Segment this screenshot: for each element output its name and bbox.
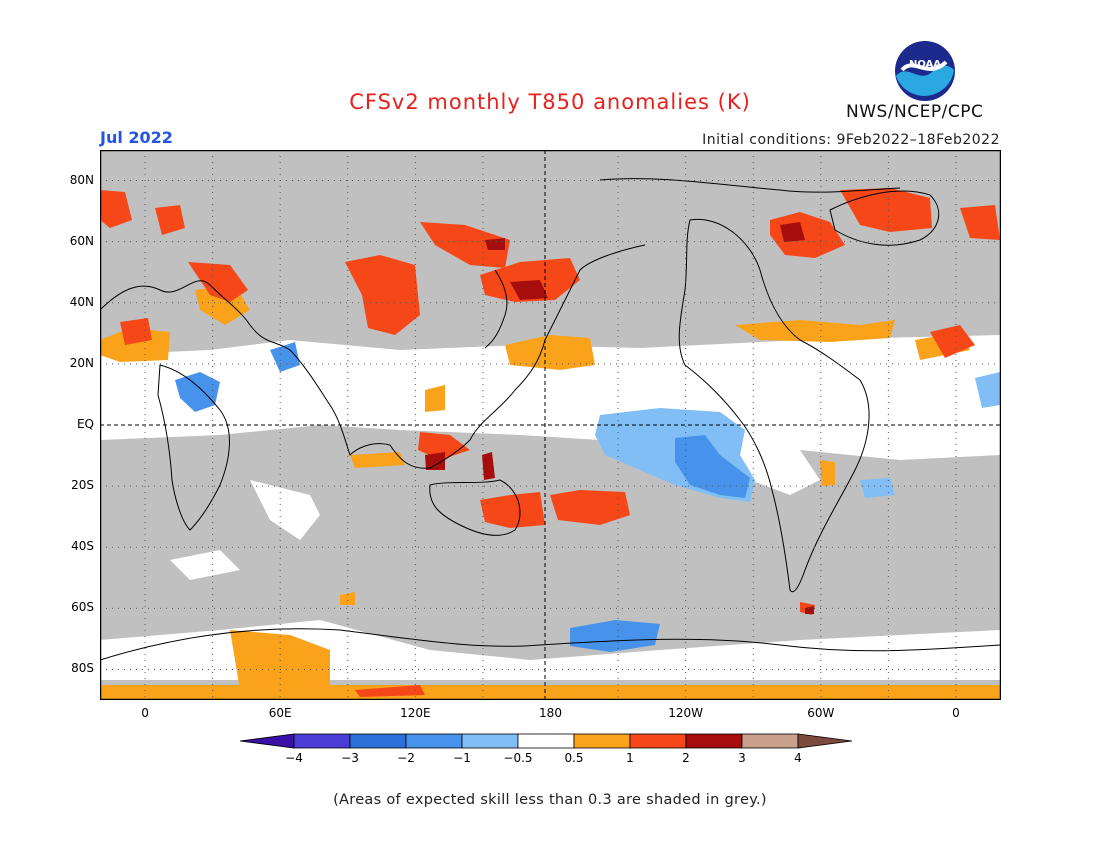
colorbar-tick-label: 0.5 xyxy=(564,751,583,765)
latitude-label: 40N xyxy=(69,294,94,309)
logo-text: NOAA xyxy=(909,59,941,70)
colorbar-tick-label: 1 xyxy=(626,751,634,765)
longitude-label: 120E xyxy=(400,706,431,720)
latitude-label: 80S xyxy=(71,661,94,676)
colorbar-swatch xyxy=(685,733,743,749)
colorbar-swatch xyxy=(405,733,463,749)
colorbar: −4 −3 −2 −1 −0.5 0.5 1 2 3 4 xyxy=(239,733,853,765)
anomaly-map xyxy=(100,150,1001,700)
latitude-label: 20S xyxy=(71,478,94,493)
colorbar-swatch xyxy=(461,733,519,749)
colorbar-arrow-low xyxy=(239,733,295,749)
positive-anomaly-regions xyxy=(100,188,1000,697)
colorbar-swatch xyxy=(741,733,799,749)
skill-footnote: (Areas of expected skill less than 0.3 a… xyxy=(333,792,767,808)
latitude-label: 40S xyxy=(71,539,94,554)
longitude-label: 180 xyxy=(539,706,562,720)
colorbar-tick-label: −0.5 xyxy=(503,751,532,765)
negative-anomaly-regions xyxy=(175,342,1000,652)
colorbar-swatch xyxy=(629,733,687,749)
colorbar-arrow-high xyxy=(797,733,853,749)
latitude-label: 20N xyxy=(69,355,94,370)
longitude-label: 0 xyxy=(141,706,149,720)
colorbar-tick-label: −2 xyxy=(397,751,415,765)
colorbar-swatch xyxy=(573,733,631,749)
forecast-month: Jul 2022 xyxy=(100,128,173,147)
initial-conditions: Initial conditions: 9Feb2022–18Feb2022 xyxy=(702,132,1000,148)
page-title: CFSv2 monthly T850 anomalies (K) xyxy=(349,90,751,114)
graticule xyxy=(100,150,1001,700)
colorbar-tick-label: −4 xyxy=(285,751,303,765)
colorbar-swatch xyxy=(293,733,351,749)
colorbar-swatch xyxy=(517,733,575,749)
colorbar-tick-label: −3 xyxy=(341,751,359,765)
longitude-label: 120W xyxy=(668,706,704,720)
latitude-label: EQ xyxy=(76,417,94,431)
latitude-label: 60S xyxy=(71,600,94,615)
strong-positive-anomaly-regions xyxy=(425,222,814,614)
map-frame xyxy=(100,150,1001,700)
colorbar-tick-label: 2 xyxy=(682,751,690,765)
colorbar-tick-label: −1 xyxy=(453,751,471,765)
colorbar-tick-label: 3 xyxy=(738,751,746,765)
longitude-label: 60E xyxy=(268,706,292,720)
noaa-logo-icon: NOAA xyxy=(895,41,955,101)
longitude-label: 60W xyxy=(807,706,835,720)
latitude-label: 60N xyxy=(69,233,94,248)
latitude-label: 80N xyxy=(69,172,94,187)
longitude-label: 0 xyxy=(952,706,960,720)
colorbar-tick-label: 4 xyxy=(794,751,802,765)
colorbar-swatch xyxy=(349,733,407,749)
agency-label: NWS/NCEP/CPC xyxy=(846,102,984,122)
